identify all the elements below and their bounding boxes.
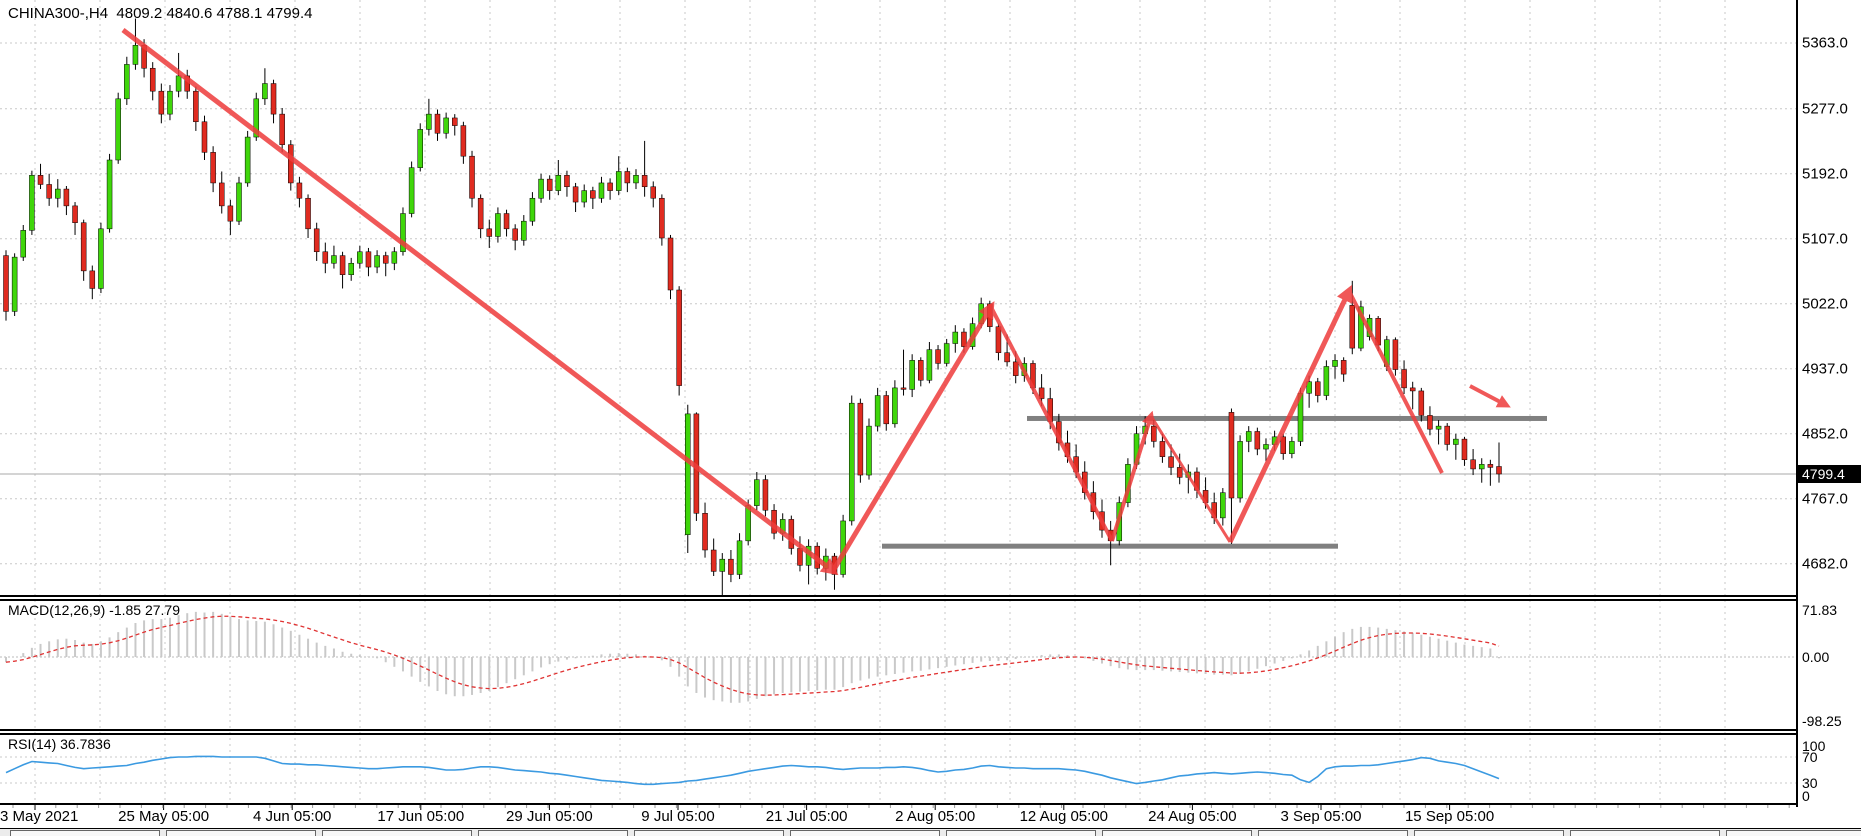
price-axis-label: 5107.0 — [1802, 230, 1848, 248]
price-axis-label: 4767.0 — [1802, 490, 1848, 508]
high-value: 4840.6 — [166, 5, 213, 22]
price-axis-label: 4852.0 — [1802, 425, 1848, 443]
time-axis-label: 12 Aug 05:00 — [1019, 808, 1109, 825]
downtrend-arrow — [121, 28, 839, 576]
price-axis-label: 5277.0 — [1802, 100, 1848, 118]
rsi-axis-label: 70 — [1802, 749, 1818, 765]
macd-axis-label: -98.25 — [1802, 713, 1842, 730]
time-axis-label: 13 May 2021 — [0, 808, 79, 825]
time-axis-label: 2 Aug 05:00 — [895, 808, 976, 825]
second-rally-arrow — [1227, 284, 1353, 544]
macd-name: MACD(12,26,9) — [8, 602, 106, 618]
time-axis-label: 21 Jul 05:00 — [765, 808, 848, 825]
price-axis-label: 5192.0 — [1802, 165, 1848, 183]
macd-values: -1.85 27.79 — [109, 602, 180, 618]
status-strip-segment — [1258, 830, 1408, 836]
rsi-axis-label: 100 — [1802, 738, 1826, 754]
time-axis-label: 15 Sep 05:00 — [1404, 808, 1495, 825]
status-strip-segment — [166, 830, 316, 836]
final-drop-leg — [1347, 290, 1444, 474]
rsi-indicator-label: RSI(14) 36.7836 — [8, 736, 111, 752]
status-strip-segment — [1102, 830, 1252, 836]
time-axis-label: 3 Sep 05:00 — [1280, 808, 1362, 825]
chart-title: CHINA300-,H4 4809.2 4840.6 4788.1 4799.4 — [8, 5, 312, 22]
status-strip-segment — [10, 830, 160, 836]
pane-frames — [0, 0, 1798, 810]
status-strip-segment — [322, 830, 472, 836]
time-axis-label: 4 Jun 05:00 — [252, 808, 332, 825]
price-axis-label: 4682.0 — [1802, 555, 1848, 573]
macd-axis-label: 0.00 — [1802, 649, 1830, 665]
current-price-badge: 4799.4 — [1798, 465, 1861, 483]
decline-leg — [989, 306, 1114, 542]
time-axis-label: 9 Jul 05:00 — [641, 808, 715, 825]
price-axis-label: 5363.0 — [1802, 34, 1848, 52]
low-value: 4788.1 — [216, 5, 263, 22]
time-axis-label: 25 May 05:00 — [118, 808, 210, 825]
rsi-name: RSI(14) — [8, 736, 57, 752]
status-strip-segment — [946, 830, 1096, 836]
candlestick-series — [3, 18, 1502, 596]
rsi-value: 36.7836 — [60, 736, 111, 752]
rsi-axis-label: 30 — [1802, 775, 1818, 791]
w-second-leg — [1149, 415, 1232, 543]
price-axis-label: 4937.0 — [1802, 360, 1848, 378]
status-strip-segment — [1726, 830, 1861, 836]
rsi-axis-label: 0 — [1802, 788, 1810, 804]
status-strip-segment — [478, 830, 628, 836]
macd-signal-line — [5, 615, 1500, 696]
rally-arrow — [830, 301, 995, 573]
status-strip-segment — [1570, 830, 1720, 836]
time-axis-label: 24 Aug 05:00 — [1148, 808, 1237, 825]
trend-arrows[interactable] — [121, 28, 1511, 576]
grid-lines — [0, 0, 1797, 803]
rsi-line — [5, 755, 1500, 786]
status-strip-segment — [790, 830, 940, 836]
status-strip-segment — [634, 830, 784, 836]
macd-indicator-label: MACD(12,26,9) -1.85 27.79 — [8, 602, 180, 618]
macd-axis-label: 71.83 — [1802, 602, 1838, 619]
price-axis-label: 5022.0 — [1802, 295, 1848, 313]
time-axis-label: 17 Jun 05:00 — [377, 808, 465, 825]
close-value: 4799.4 — [266, 5, 313, 22]
time-axis-label: 29 Jun 05:00 — [506, 808, 593, 825]
open-value: 4809.2 — [116, 5, 163, 22]
symbol-period-label: CHINA300-,H4 — [8, 5, 109, 22]
ohlc-readout: 4809.2 4840.6 4788.1 4799.4 — [108, 5, 312, 22]
forecast-arrow — [1469, 384, 1511, 408]
status-strip — [0, 828, 1861, 836]
status-strip-segment — [1414, 830, 1564, 836]
w-mid-arrow — [1110, 410, 1156, 542]
